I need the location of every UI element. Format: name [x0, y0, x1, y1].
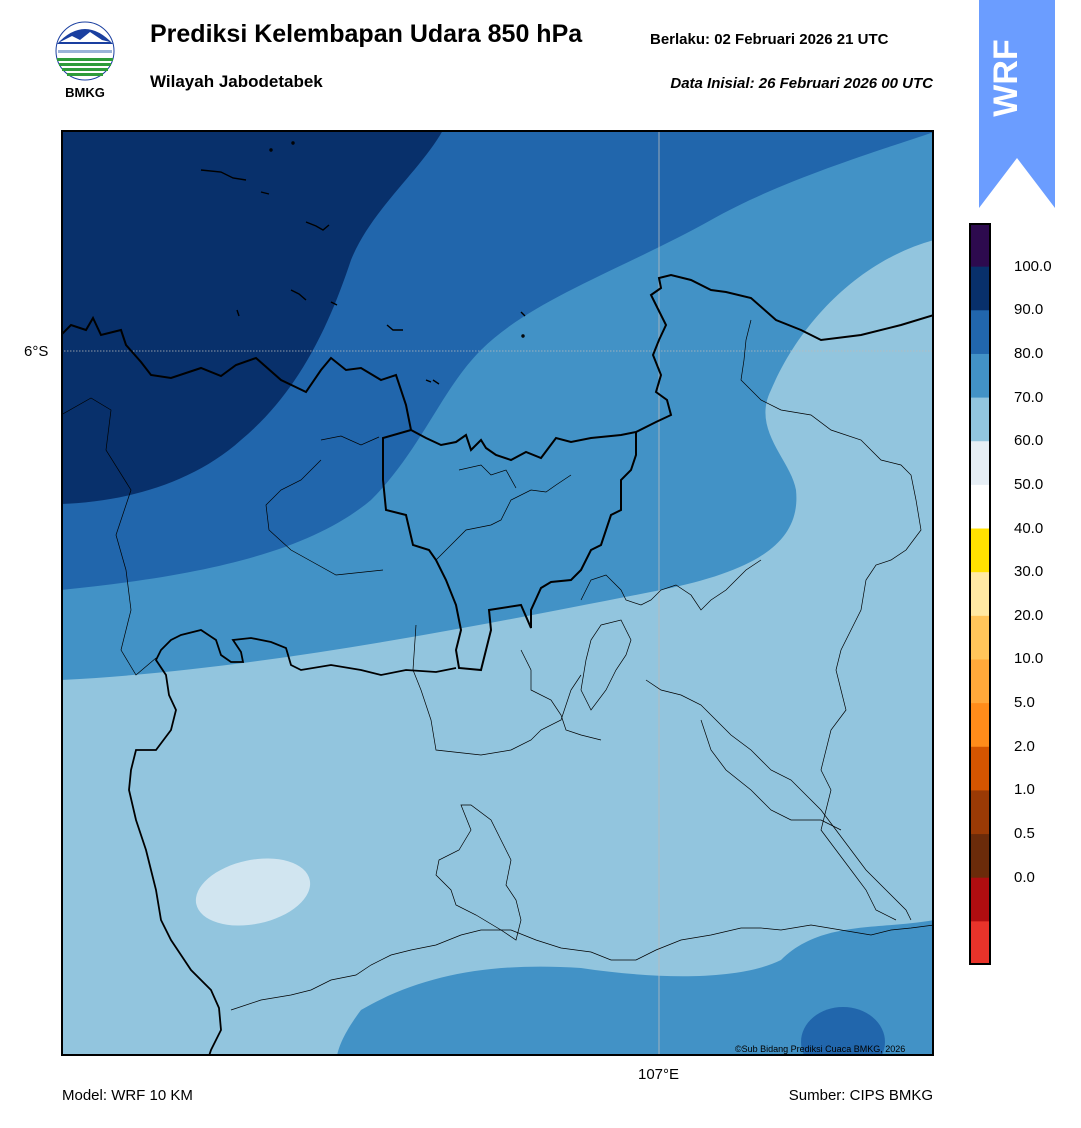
colorbar-segment	[970, 790, 990, 835]
colorbar-tick-label: 40.0	[1014, 519, 1044, 537]
longitude-label: 107°E	[638, 1066, 680, 1083]
colorbar-segment	[970, 746, 990, 791]
wrf-badge: WRF	[979, 0, 1055, 208]
colorbar-tick-label: 20.0	[1014, 606, 1044, 624]
colorbar	[969, 223, 991, 965]
humidity-band-60-70	[61, 240, 934, 1056]
colorbar-segment	[970, 441, 990, 486]
colorbar-segment	[970, 615, 990, 660]
colorbar-frame	[969, 223, 991, 965]
logo-text: BMKG	[65, 85, 105, 100]
colorbar-tick-label: 70.0	[1014, 388, 1044, 406]
wrf-badge-text: WRF	[987, 39, 1025, 116]
colorbar-segment	[970, 877, 990, 922]
bmkg-logo-icon	[55, 21, 115, 81]
colorbar-segment	[970, 703, 990, 748]
coastline	[61, 273, 934, 462]
colorbar-segment	[970, 397, 990, 442]
valid-time: Berlaku: 02 Februari 2026 21 UTC	[650, 31, 889, 48]
map-copyright: ©Sub Bidang Prediksi Cuaca BMKG, 2026	[735, 1044, 906, 1054]
colorbar-tick-label: 1.0	[1014, 781, 1035, 799]
colorbar-segment	[970, 659, 990, 704]
colorbar-segment	[970, 266, 990, 311]
colorbar-tick-label: 10.0	[1014, 650, 1044, 668]
page-subtitle: Wilayah Jabodetabek	[150, 72, 323, 91]
colorbar-segment	[970, 310, 990, 355]
colorbar-tick-label: 5.0	[1014, 694, 1035, 712]
source-label: Sumber: CIPS BMKG	[788, 1087, 933, 1104]
colorbar-tick-label: 2.0	[1014, 737, 1035, 755]
colorbar-tick-label: 0.0	[1014, 868, 1035, 886]
colorbar-segment	[970, 484, 990, 530]
map-frame	[61, 130, 934, 1056]
humidity-band-50-60	[195, 858, 311, 926]
colorbar-tick-label: 0.5	[1014, 825, 1035, 843]
colorbar-tick-label: 30.0	[1014, 563, 1044, 581]
colorbar-segment	[970, 834, 990, 879]
islands	[200, 141, 526, 385]
latitude-label: 6°S	[24, 343, 49, 360]
humidity-band-90-100	[61, 130, 443, 504]
page-title: Prediksi Kelembapan Udara 850 hPa	[150, 20, 583, 48]
province-boundary-west	[128, 629, 457, 1056]
colorbar-segment	[970, 572, 990, 617]
model-label: Model: WRF 10 KM	[62, 1087, 193, 1104]
province-boundary	[382, 429, 637, 672]
colorbar-segment	[970, 921, 990, 965]
colorbar-tick-label: 60.0	[1014, 432, 1044, 450]
district-boundaries	[61, 319, 934, 1011]
colorbar-segment	[970, 223, 990, 268]
colorbar-tick-label: 90.0	[1014, 301, 1044, 319]
colorbar-tick-label: 80.0	[1014, 344, 1044, 362]
colorbar-segment	[970, 528, 990, 573]
initial-time: Data Inisial: 26 Februari 2026 00 UTC	[670, 75, 933, 92]
colorbar-tick-label: 100.0	[1014, 257, 1052, 275]
humidity-band-80-90-south	[801, 1007, 885, 1056]
humidity-map	[61, 130, 934, 1056]
colorbar-tick-label: 50.0	[1014, 475, 1044, 493]
colorbar-segment	[970, 353, 990, 399]
